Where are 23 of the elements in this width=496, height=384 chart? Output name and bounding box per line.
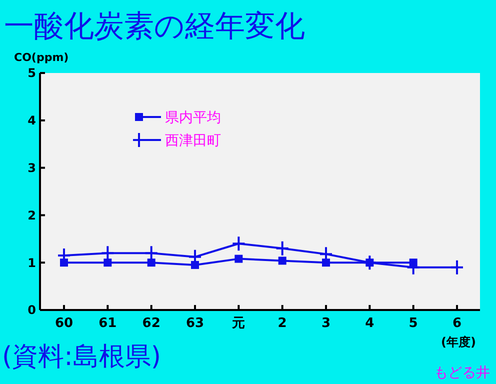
- text: (資料:島根県): [2, 342, 162, 372]
- y-tick-label: 0: [28, 303, 36, 318]
- x-tick-label: 4: [365, 316, 374, 331]
- y-tick-label: 5: [28, 66, 36, 80]
- x-tick-label: 61: [98, 316, 117, 331]
- y-tick-label: 3: [28, 161, 36, 175]
- x-axis-title: (年度): [441, 335, 476, 349]
- legend-label: 西津田町: [165, 132, 221, 149]
- x-tick-label: 62: [142, 316, 160, 331]
- x-tick-label: 63: [186, 316, 204, 331]
- x-tick-label: 元: [231, 316, 246, 331]
- x-tick-label: 60: [54, 316, 74, 331]
- x-tick-label: 2: [278, 316, 287, 331]
- legend-label: 県内平均: [165, 110, 221, 126]
- x-tick-label: 3: [321, 316, 331, 331]
- x-tick-label: 5: [408, 316, 418, 331]
- y-axis-title: CO(ppm): [14, 51, 69, 64]
- y-tick-label: 2: [28, 208, 36, 222]
- y-tick-label: 1: [28, 256, 36, 270]
- text: もどる井: [434, 365, 490, 381]
- x-tick-label: 6: [452, 316, 462, 331]
- y-tick-label: 4: [28, 114, 36, 128]
- chart-title: 一酸化炭素の経年変化: [4, 9, 305, 44]
